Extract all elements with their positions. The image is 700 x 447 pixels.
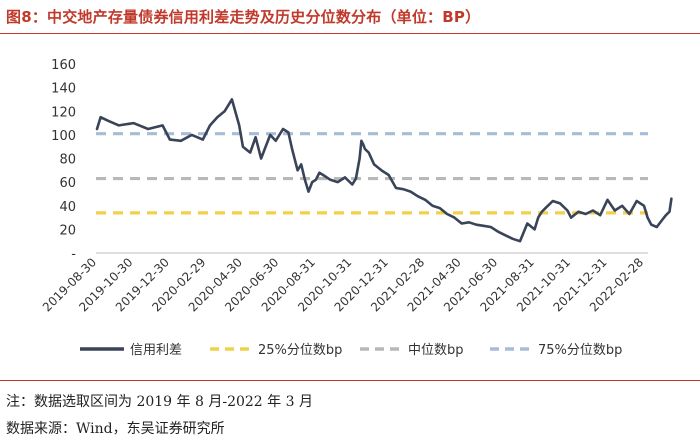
series-area xyxy=(95,98,673,243)
y-tick-label: 80 xyxy=(59,153,76,168)
y-tick-label: 100 xyxy=(51,129,76,144)
footnote-source: 数据来源：Wind，东吴证券研究所 xyxy=(6,421,225,437)
legend-label-credit-spread: 信用利差 xyxy=(130,343,182,358)
chart: - 20 40 60 80 100 120 140 160 2019-08-302019-10-… xyxy=(40,58,673,358)
legend-label-p75: 75%分位数bp xyxy=(538,343,622,358)
reference-lines xyxy=(96,132,648,215)
legend-label-p25: 25%分位数bp xyxy=(258,343,342,358)
chart-title: 图8：中交地产存量债券信用利差走势及历史分位数分布（单位：BP） xyxy=(6,8,481,26)
footer-divider xyxy=(0,380,700,381)
y-tick-label: 140 xyxy=(51,82,76,97)
y-tick-label: 40 xyxy=(59,200,76,215)
footnote-period: 注：数据选取区间为 2019 年 8 月-2022 年 3 月 xyxy=(6,394,313,410)
y-axis: - 20 40 60 80 100 120 140 160 xyxy=(51,58,76,262)
credit-spread-line xyxy=(95,98,673,243)
y-tick-label: 120 xyxy=(51,105,76,120)
y-tick-label: 60 xyxy=(59,176,76,191)
y-tick-label: 20 xyxy=(59,223,76,238)
legend: 信用利差 25%分位数bp 中位数bp 75%分位数bp xyxy=(80,343,622,358)
y-tick-label: 160 xyxy=(51,58,76,73)
legend-label-median: 中位数bp xyxy=(408,343,464,358)
x-axis: 2019-08-302019-10-302019-12-302020-02-29… xyxy=(40,252,648,314)
y-tick-label: - xyxy=(71,247,76,262)
title-divider xyxy=(0,33,700,34)
